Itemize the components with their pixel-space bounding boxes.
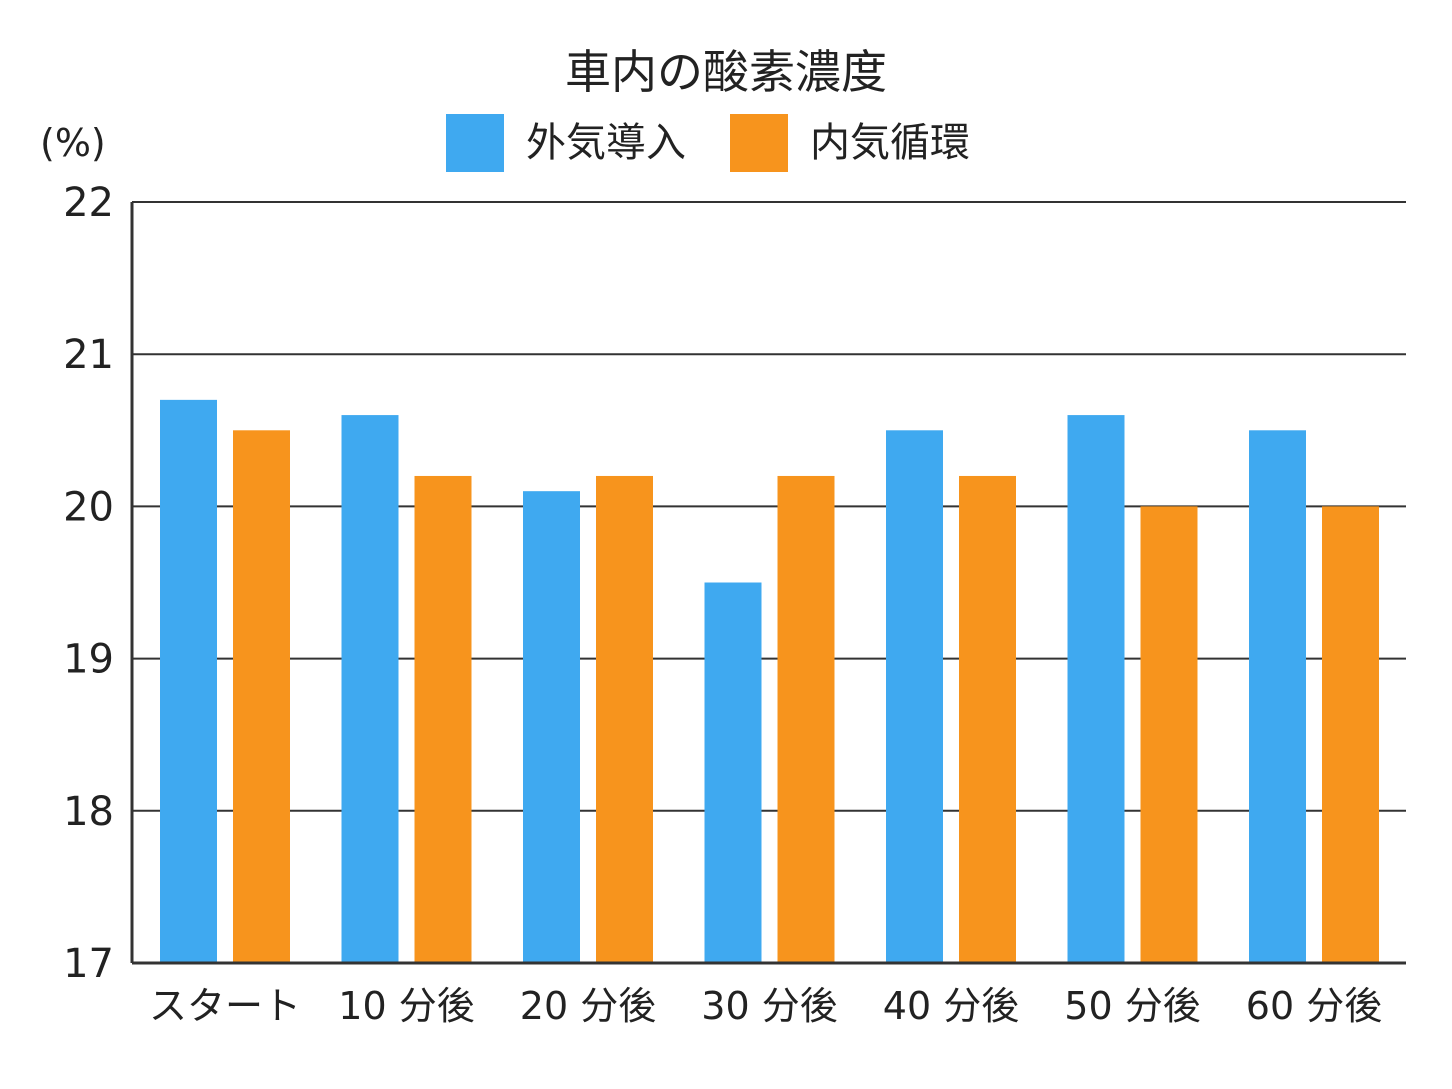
- legend-label-recirculation: 内気循環: [810, 120, 970, 166]
- bar-series0-cat6: [1249, 430, 1306, 963]
- x-category-label-3: 30 分後: [701, 984, 837, 1028]
- x-category-label-1: 10 分後: [338, 984, 474, 1028]
- bar-series1-cat1: [414, 475, 472, 963]
- bar-series0-cat2: [523, 491, 580, 963]
- legend: 外気導入 内気循環: [446, 114, 1014, 172]
- legend-item-recirculation: 内気循環: [730, 114, 970, 172]
- legend-swatch-outside-air: [446, 114, 504, 172]
- bar-series0-cat3: [704, 582, 762, 963]
- x-category-label-2: 20 分後: [520, 984, 656, 1028]
- x-category-label-5: 50 分後: [1064, 984, 1200, 1028]
- bar-series1-cat6: [1322, 506, 1379, 963]
- y-tick-label-18: 18: [63, 789, 114, 835]
- legend-swatch-recirculation: [730, 114, 788, 172]
- y-tick-label-17: 17: [63, 941, 114, 987]
- y-tick-label-21: 21: [63, 332, 114, 378]
- bar-series0-cat4: [886, 430, 943, 963]
- bar-series0-cat1: [341, 415, 399, 964]
- bar-series1-cat4: [959, 475, 1016, 963]
- bar-series1-cat3: [777, 475, 835, 963]
- chart-title: 車内の酸素濃度: [565, 45, 887, 99]
- bar-series0-cat5: [1067, 415, 1125, 964]
- x-category-label-4: 40 分後: [883, 984, 1019, 1028]
- bar-series1-cat5: [1140, 506, 1198, 963]
- y-axis-unit-label: (%): [40, 121, 106, 165]
- y-tick-label-22: 22: [63, 180, 114, 226]
- legend-label-outside-air: 外気導入: [526, 120, 686, 166]
- y-tick-label-20: 20: [63, 484, 114, 530]
- y-tick-label-19: 19: [63, 637, 114, 683]
- bar-series1-cat2: [596, 475, 653, 963]
- bar-series1-cat0: [233, 430, 290, 963]
- x-category-label-6: 60 分後: [1246, 984, 1382, 1028]
- x-category-label-0: スタート: [149, 984, 301, 1028]
- legend-item-outside-air: 外気導入: [446, 114, 686, 172]
- bar-series0-cat0: [160, 399, 217, 963]
